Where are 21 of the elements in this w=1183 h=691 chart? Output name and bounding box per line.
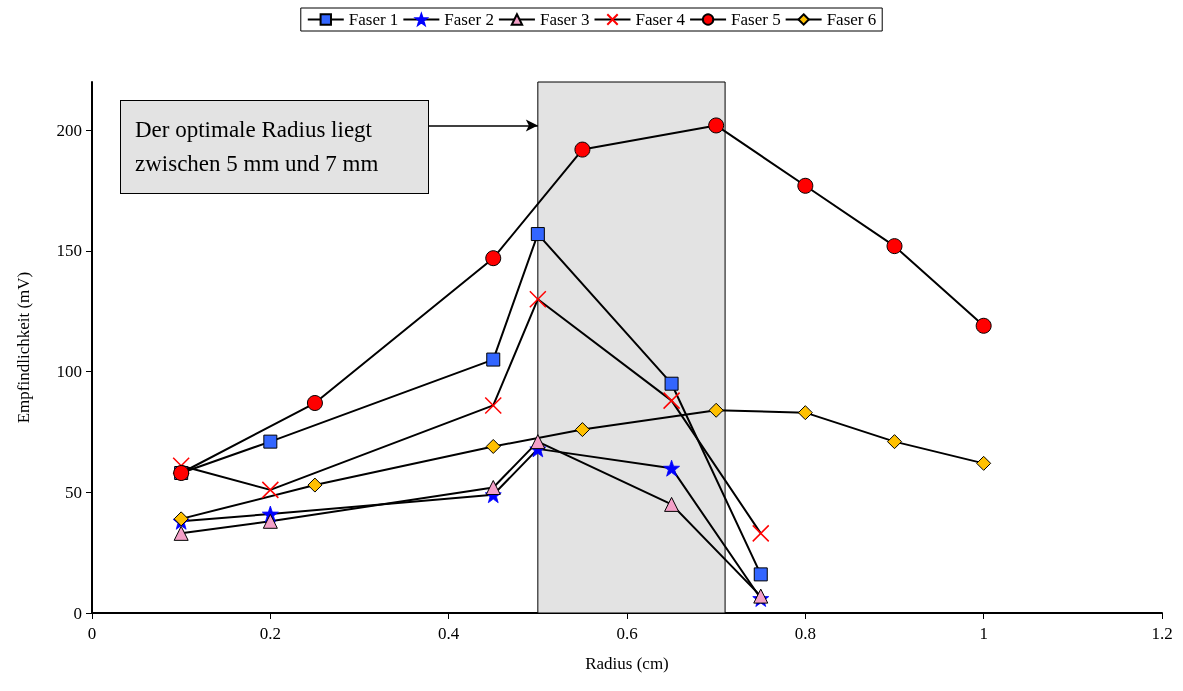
x-tick-label: 0.8 [794,624,816,643]
y-tick-label: 200 [56,120,82,140]
legend-label: Faser 6 [826,10,877,29]
y-tick-label: 100 [56,362,82,382]
x-tick-label: 0.4 [438,624,460,643]
y-tick-label: 50 [65,482,82,502]
annotation: Der optimale Radius liegt zwischen 5 mm und 7 mm [120,100,429,194]
legend-label: Faser 5 [731,10,781,29]
x-tick-label: 1 [979,624,988,643]
y-tick-label: 150 [56,241,82,261]
legend-label: Faser 4 [635,10,686,29]
x-axis-title: Radius (cm) [585,654,669,673]
y-tick-label: 0 [73,603,82,623]
legend-label: Faser 1 [348,10,399,29]
x-tick-label: 0.6 [616,624,638,643]
x-tick-label: 1.2 [1151,624,1173,643]
y-axis-title: Empfindlichkeit (mV) [14,271,33,424]
legend-label: Faser 2 [444,10,494,29]
x-tick-label: 0.2 [259,624,281,643]
x-tick-label: 0 [87,624,97,643]
legend-label: Faser 3 [539,10,590,29]
